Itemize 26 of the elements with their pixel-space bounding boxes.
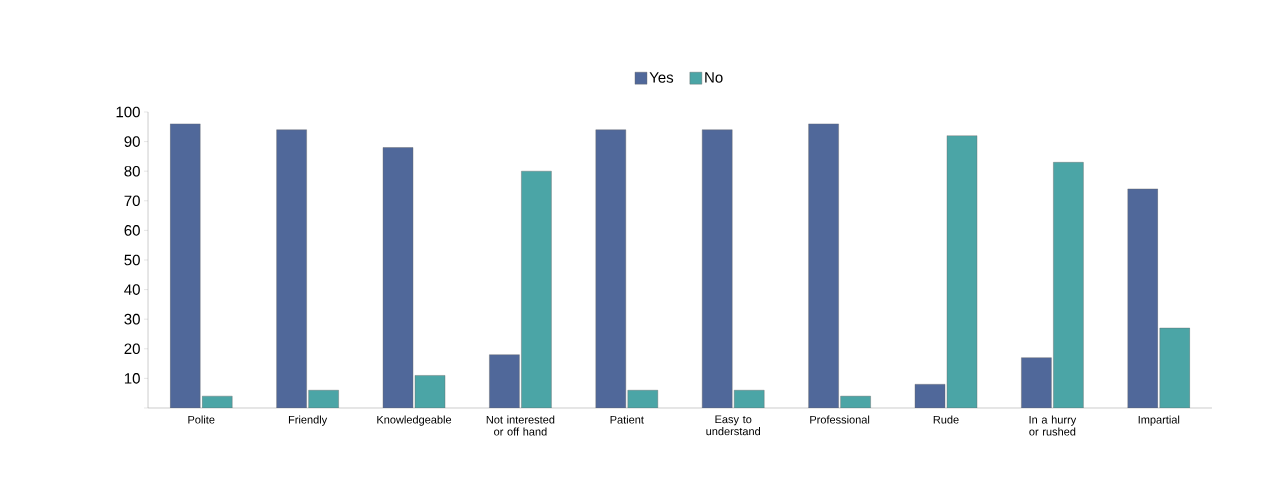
bar bbox=[1159, 327, 1190, 408]
y-tick-label: 100 bbox=[116, 106, 140, 118]
y-tick-label: 60 bbox=[124, 225, 140, 236]
x-tick-label: Impartial bbox=[1138, 415, 1180, 426]
x-tick-label: Not interested or off hand bbox=[486, 415, 555, 436]
y-tick-label: 90 bbox=[124, 136, 140, 147]
y-tick-label: 80 bbox=[124, 165, 140, 177]
bar bbox=[1053, 162, 1084, 408]
x-tick-label: Rude bbox=[933, 415, 959, 424]
bar bbox=[521, 170, 552, 408]
x-tick-label: Patient bbox=[610, 415, 644, 424]
y-tick-label: 30 bbox=[124, 313, 140, 325]
x-tick-label: Professional bbox=[810, 415, 870, 424]
bar bbox=[946, 135, 978, 408]
y-tick-label: 10 bbox=[124, 373, 140, 384]
legend-label: Yes bbox=[649, 72, 674, 83]
y-tick-label: 70 bbox=[124, 195, 140, 207]
x-tick-label: Easy to understand bbox=[706, 415, 761, 436]
y-tick-label: 40 bbox=[124, 284, 140, 295]
x-tick-label: Polite bbox=[188, 415, 215, 424]
y-tick-label: 20 bbox=[124, 343, 140, 355]
x-tick-label: In a hurry or rushed bbox=[1029, 415, 1077, 436]
x-tick-label: Knowledgeable bbox=[377, 415, 452, 426]
y-tick-label: 50 bbox=[124, 254, 140, 266]
legend-label: No bbox=[705, 72, 723, 83]
x-tick-label: Friendly bbox=[288, 415, 328, 426]
